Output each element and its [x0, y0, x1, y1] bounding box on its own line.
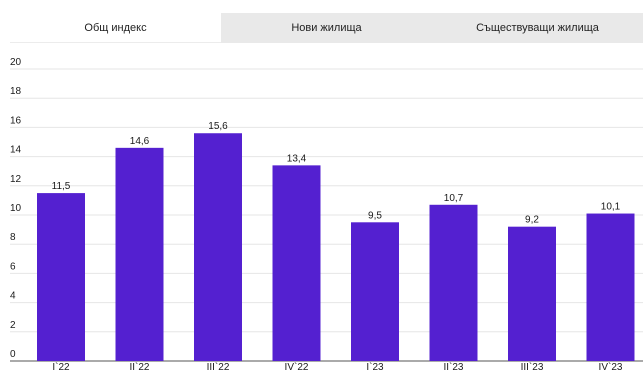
x-tick-label: IV`23: [599, 361, 623, 371]
bar-value-label: 9,5: [368, 210, 382, 221]
tab-existing-dwellings-label: Съществуващи жилища: [476, 22, 599, 34]
bar: [586, 213, 635, 361]
bar: [351, 222, 399, 361]
bar: [37, 193, 85, 361]
tab-existing-dwellings[interactable]: Съществуващи жилища: [432, 13, 643, 43]
tab-new-dwellings-label: Нови жилища: [291, 22, 362, 34]
x-tick-label: III`22: [207, 361, 230, 371]
y-tick-label: 8: [10, 232, 16, 243]
bar-value-label: 14,6: [130, 136, 150, 147]
bars-layer: [37, 133, 635, 361]
bar: [272, 165, 321, 361]
tab-total-index-label: Общ индекс: [84, 22, 147, 34]
y-tick-label: 6: [10, 261, 16, 272]
y-tick-label: 14: [10, 145, 22, 156]
y-tick-label: 10: [10, 203, 22, 214]
labels-layer: 0 2 4 6 8 10 12 14 16 18 20 11,5 I`22 14,6 II`22 15,6 II…: [10, 57, 623, 371]
bar: [115, 147, 164, 361]
bar: [429, 204, 478, 361]
x-tick-label: I`22: [52, 361, 70, 371]
x-tick-label: II`23: [443, 361, 463, 371]
tab-total-index[interactable]: Общ индекс: [10, 13, 221, 43]
y-tick-label: 12: [10, 174, 22, 185]
bar-value-label: 13,4: [287, 153, 307, 164]
y-tick-label: 18: [10, 86, 22, 97]
y-tick-label: 0: [10, 349, 16, 360]
x-tick-label: II`22: [129, 361, 149, 371]
y-tick-label: 2: [10, 320, 16, 331]
tab-new-dwellings[interactable]: Нови жилища: [221, 13, 432, 43]
bar-value-label: 15,6: [208, 121, 228, 132]
bar-value-label: 9,2: [525, 215, 539, 226]
bar: [508, 226, 556, 361]
bar-value-label: 11,5: [52, 181, 71, 192]
y-tick-label: 20: [10, 57, 22, 68]
bar-value-label: 10,1: [601, 202, 621, 213]
bar-value-label: 10,7: [444, 193, 464, 204]
y-tick-label: 16: [10, 115, 22, 126]
y-tick-label: 4: [10, 291, 16, 302]
x-tick-label: IV`22: [285, 361, 309, 371]
index-tabs: Общ индекс Нови жилища Съществуващи жили…: [10, 13, 643, 43]
bar: [194, 133, 242, 361]
x-tick-label: III`23: [521, 361, 544, 371]
x-tick-label: I`23: [366, 361, 384, 371]
